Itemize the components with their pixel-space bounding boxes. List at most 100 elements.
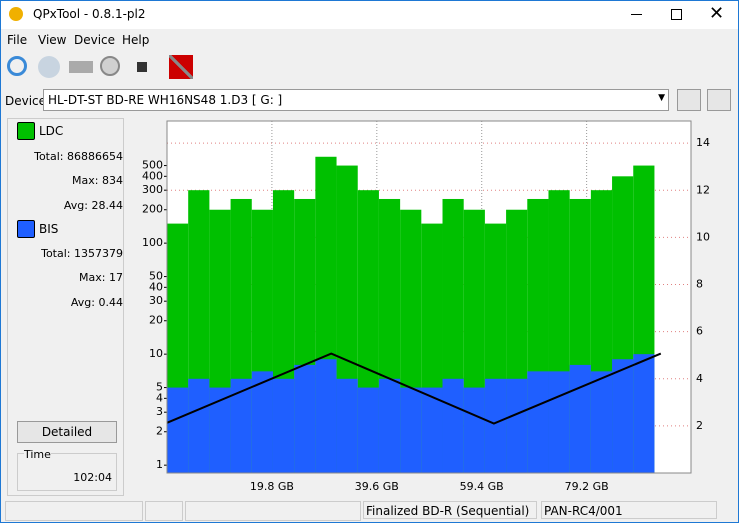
menu-item[interactable]: View — [38, 33, 67, 47]
y2-tick-label: 12 — [696, 183, 710, 196]
bar — [400, 387, 422, 473]
bis-max: Max: 17 — [18, 271, 123, 284]
bis-swatch — [17, 220, 35, 238]
bar — [188, 378, 210, 473]
drive-button[interactable] — [69, 61, 93, 73]
y-tick-label: 100 — [142, 236, 163, 249]
device-select[interactable]: HL-DT-ST BD-RE WH16NS48 1.D3 [ G: ] ▼ — [43, 89, 669, 111]
search-button[interactable] — [100, 56, 120, 76]
bar — [527, 371, 549, 473]
status-cell — [145, 501, 183, 521]
title-bar: QPxTool - 0.8.1-pl2 ✕ — [1, 1, 738, 29]
menu-item[interactable]: Help — [122, 33, 150, 47]
y-tick-label: 200 — [142, 203, 163, 216]
bar — [442, 378, 464, 473]
y-tick-label: 10 — [149, 347, 163, 360]
value: 834 — [102, 174, 123, 187]
status-cell — [185, 501, 361, 521]
ldc-avg: Avg: 28.44 — [18, 199, 123, 212]
maximize-button[interactable] — [671, 9, 682, 20]
bar — [230, 378, 252, 473]
window-title: QPxTool - 0.8.1-pl2 — [33, 7, 146, 21]
status-bar: Finalized BD-R (Sequential) PAN-RC4/001 — [1, 499, 738, 521]
bar — [569, 364, 591, 473]
bar — [294, 364, 316, 473]
bar — [251, 371, 273, 473]
status-media: PAN-RC4/001 — [541, 501, 717, 519]
y-tick-label: 500 — [142, 159, 163, 172]
y-tick-label: 400 — [142, 169, 163, 182]
lock-button[interactable] — [707, 89, 731, 111]
bis-label: BIS — [39, 222, 59, 236]
bar — [421, 387, 443, 473]
bar — [315, 359, 337, 473]
y-tick-label: 40 — [149, 280, 163, 293]
y-tick-label: 5 — [156, 381, 163, 394]
time-box: Time 102:04 — [17, 448, 117, 491]
device-label: Device: — [5, 94, 51, 108]
bar — [463, 387, 485, 473]
bar — [336, 378, 358, 473]
menu-item[interactable]: Device — [74, 33, 116, 47]
menu-bar: File View Device Help — [1, 30, 738, 50]
x-tick-label: 39.6 GB — [355, 480, 399, 493]
y2-tick-label: 6 — [696, 325, 703, 338]
bar — [548, 371, 570, 473]
bar — [272, 378, 295, 473]
disc-button[interactable] — [38, 56, 60, 78]
speed-line — [166, 352, 662, 425]
refresh-button[interactable] — [7, 56, 27, 76]
bar — [357, 387, 379, 473]
y2-tick-label: 10 — [696, 230, 710, 243]
label: Avg: — [70, 296, 95, 309]
y-tick-label: 300 — [142, 183, 163, 196]
bar — [612, 359, 634, 473]
x-tick-label: 19.8 GB — [250, 480, 294, 493]
ldc-max: Max: 834 — [18, 174, 123, 187]
bar — [506, 378, 528, 473]
bar — [484, 378, 507, 473]
y2-tick-label: 14 — [696, 136, 710, 149]
y2-tick-label: 2 — [696, 419, 703, 432]
value: 28.44 — [91, 199, 124, 212]
y-tick-label: 50 — [149, 270, 163, 283]
label: Total: — [34, 150, 64, 163]
bar — [167, 387, 189, 473]
label: Max: — [79, 271, 106, 284]
value: 86886654 — [67, 150, 123, 163]
x-tick-label: 79.2 GB — [565, 480, 609, 493]
close-button[interactable]: ✕ — [709, 3, 725, 24]
y-tick-label: 20 — [149, 314, 163, 327]
label: Avg: — [63, 199, 88, 212]
dropdown-arrow: ▼ — [658, 93, 665, 103]
y2-tick-label: 8 — [696, 278, 703, 291]
toolbar — [1, 51, 738, 85]
value: 17 — [109, 271, 123, 284]
y-tick-label: 4 — [156, 391, 163, 404]
x-tick-label: 59.4 GB — [460, 480, 504, 493]
detailed-button[interactable]: Detailed — [17, 421, 117, 443]
y2-tick-label: 4 — [696, 372, 703, 385]
bar — [378, 378, 401, 473]
stop-button[interactable] — [137, 62, 147, 72]
bar — [633, 354, 655, 473]
tools-button[interactable] — [169, 55, 193, 79]
device-value: HL-DT-ST BD-RE WH16NS48 1.D3 [ G: ] — [48, 93, 283, 107]
minimize-button[interactable] — [631, 14, 642, 15]
y-tick-label: 1 — [156, 458, 163, 471]
menu-item[interactable]: File — [7, 33, 28, 47]
stats-panel: LDC Total: 86886654 Max: 834 Avg: 28.44 … — [7, 118, 124, 496]
time-value: 102:04 — [73, 471, 112, 484]
ldc-total: Total: 86886654 — [18, 150, 123, 163]
status-cell — [5, 501, 143, 521]
y-tick-label: 2 — [156, 425, 163, 438]
ldc-swatch — [17, 122, 35, 140]
plot-frame — [166, 120, 692, 474]
chart: 19.8 GB 39.6 GB 59.4 GB 79.2 GB123451020304… — [142, 120, 710, 493]
bar — [209, 387, 231, 473]
y-tick-label: 30 — [149, 294, 163, 307]
label: Total: — [41, 247, 71, 260]
time-label: Time — [24, 448, 51, 461]
eject-button[interactable] — [677, 89, 701, 111]
